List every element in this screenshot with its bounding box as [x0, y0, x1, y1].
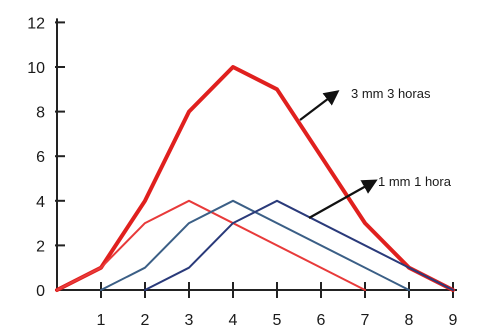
annotation-arrow: [308, 179, 378, 219]
y-tick-label: 6: [36, 149, 45, 166]
series-layer: [55, 65, 455, 292]
x-tick-label: 9: [449, 312, 458, 329]
annotation-label: 3 mm 3 horas: [351, 86, 431, 101]
x-tick-label: 7: [361, 312, 370, 329]
x-tick-label: 2: [141, 312, 150, 329]
series-line-3: [144, 199, 454, 291]
annotation-label: 1 mm 1 hora: [378, 174, 452, 189]
annotation-arrow: [299, 90, 340, 121]
x-tick-label: 6: [317, 312, 326, 329]
x-tick-label: 3: [185, 312, 194, 329]
series-line-0: [55, 65, 455, 292]
y-tick-label: 10: [27, 60, 45, 77]
y-tick-label: 2: [36, 238, 45, 255]
series-line-1: [56, 199, 366, 291]
x-tick-label: 1: [97, 312, 106, 329]
y-tick-label: 8: [36, 105, 45, 122]
y-tick-label: 0: [36, 283, 45, 300]
y-tick-label: 4: [36, 194, 45, 211]
annotation-layer: 3 mm 3 horas 1 mm 1 hora: [299, 86, 452, 219]
x-tick-label: 8: [405, 312, 414, 329]
y-tick-label: 12: [27, 15, 45, 32]
x-tick-label: 4: [229, 312, 238, 329]
x-tick-label: 5: [273, 312, 282, 329]
series-line-2: [100, 199, 410, 291]
